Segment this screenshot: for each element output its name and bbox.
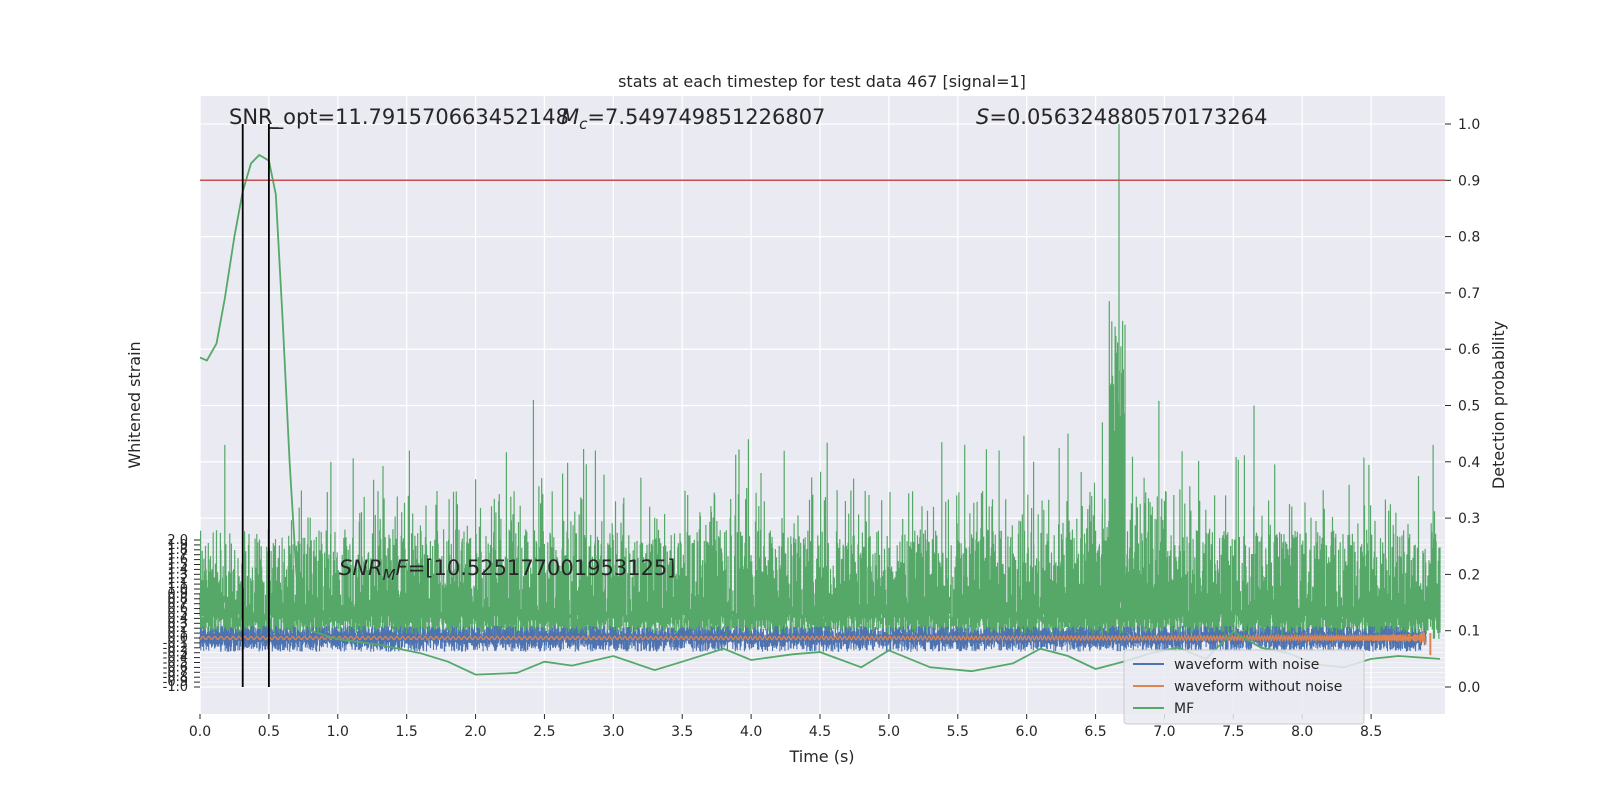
left-tick-label: -0.7 xyxy=(163,665,188,680)
left-tick-label: 1.5 xyxy=(167,558,188,573)
right-tick-label: 0.0 xyxy=(1458,680,1480,696)
left-tick-label: -1.0 xyxy=(163,680,188,695)
right-tick-label: 0.6 xyxy=(1458,342,1480,358)
left-tick-label: 0.3 xyxy=(167,616,188,631)
left-tick-label: 0.9 xyxy=(167,587,188,602)
legend-box xyxy=(1123,649,1365,725)
left-tick-label: 1.3 xyxy=(167,567,188,582)
x-tick-label: 8.0 xyxy=(1291,724,1313,740)
x-tick-label: 3.5 xyxy=(671,724,693,740)
left-tick-label: 0.5 xyxy=(167,607,188,622)
right-tick-label: 0.1 xyxy=(1458,624,1480,640)
x-tick-label: 1.0 xyxy=(327,724,349,740)
left-tick-label: 1.8 xyxy=(167,543,188,558)
left-tick-label: -0.4 xyxy=(163,651,188,666)
left-tick-label: -0.1 xyxy=(163,636,188,651)
left-tick-label: 0.0 xyxy=(167,631,188,646)
right-tick-label: 1.0 xyxy=(1458,117,1480,133)
x-tick-label: 2.0 xyxy=(464,724,486,740)
left-tick-label: -0.5 xyxy=(163,656,188,671)
left-tick-label: 1.7 xyxy=(167,548,188,563)
x-tick-label: 0.5 xyxy=(258,724,280,740)
mf-noise-path xyxy=(199,124,1441,642)
left-tick-label: 1.1 xyxy=(167,577,188,592)
left-tick-label: 0.7 xyxy=(167,597,188,612)
x-axis-label: Time (s) xyxy=(788,747,854,766)
x-tick-label: 3.0 xyxy=(602,724,624,740)
strain-series xyxy=(199,625,1432,656)
left-tick-label: 0.6 xyxy=(167,602,188,617)
left-tick-label: 0.1 xyxy=(167,626,188,641)
x-tick-label: 0.0 xyxy=(189,724,211,740)
left-axis-ticks: -1.0-0.9-0.8-0.7-0.6-0.5-0.4-0.3-0.2-0.1… xyxy=(163,533,200,695)
mf-noise xyxy=(199,124,1441,642)
annotation-snr-mf: SNRMF=[10.525177001953125] xyxy=(339,556,675,584)
left-tick-label: 0.2 xyxy=(167,621,188,636)
left-tick-label: 0.4 xyxy=(167,611,188,626)
legend-label-mf: MF xyxy=(1174,701,1194,717)
right-axis-ticks: 0.0 0.1 0.2 0.3 0.4 0.5 0.6 0.7 0.8 0.9 1.0 xyxy=(1445,117,1480,696)
x-tick-label: 2.5 xyxy=(533,724,555,740)
annotation-mc: Mc=7.549749851226807 xyxy=(561,105,825,133)
legend: waveform with noise waveform without noi… xyxy=(1123,649,1365,725)
annotation-s: S=0.056324880570173264 xyxy=(976,105,1267,129)
left-tick-label: -0.8 xyxy=(163,670,188,685)
x-tick-label: 4.5 xyxy=(809,724,831,740)
annotation-snr-opt: SNR_opt=11.791570663452148 xyxy=(229,105,569,130)
vertical-markers xyxy=(241,124,279,687)
right-tick-label: 0.7 xyxy=(1458,286,1480,302)
x-tick-label: 5.0 xyxy=(878,724,900,740)
right-tick-label: 0.4 xyxy=(1458,455,1480,471)
series-waveform-without-noise xyxy=(199,632,1427,646)
right-tick-label: 0.3 xyxy=(1458,511,1480,527)
x-tick-label: 6.0 xyxy=(1016,724,1038,740)
chart-title: stats at each timestep for test data 467… xyxy=(618,72,1026,91)
left-axis-label: Whitened strain xyxy=(125,341,144,468)
right-tick-label: 0.2 xyxy=(1458,567,1480,583)
left-tick-label: -0.2 xyxy=(163,641,188,656)
x-tick-label: 8.5 xyxy=(1360,724,1382,740)
right-tick-label: 0.8 xyxy=(1458,230,1480,246)
legend-label-noise: waveform with noise xyxy=(1174,657,1319,673)
x-tick-label: 1.5 xyxy=(396,724,418,740)
left-tick-label: 2.0 xyxy=(167,533,188,548)
left-tick-label: 1.4 xyxy=(167,562,188,577)
x-tick-label: 7.0 xyxy=(1153,724,1175,740)
left-tick-label: -0.3 xyxy=(163,646,188,661)
x-tick-label: 5.5 xyxy=(947,724,969,740)
x-tick-label: 6.5 xyxy=(1084,724,1106,740)
legend-label-clean: waveform without noise xyxy=(1174,679,1342,695)
left-tick-label: 1.6 xyxy=(167,553,188,568)
left-tick-label: 1.0 xyxy=(167,582,188,597)
left-tick-label: 0.8 xyxy=(167,592,188,607)
x-tick-label: 4.0 xyxy=(740,724,762,740)
x-tick-label: 7.5 xyxy=(1222,724,1244,740)
left-tick-label: 1.9 xyxy=(167,538,188,553)
left-tick-label: 1.2 xyxy=(167,572,188,587)
right-axis-label: Detection probability xyxy=(1489,321,1508,489)
left-tick-label: -0.6 xyxy=(163,660,188,675)
left-tick-label: -0.9 xyxy=(163,675,188,690)
right-tick-label: 0.5 xyxy=(1458,399,1480,415)
right-tick-label: 0.9 xyxy=(1458,173,1480,189)
